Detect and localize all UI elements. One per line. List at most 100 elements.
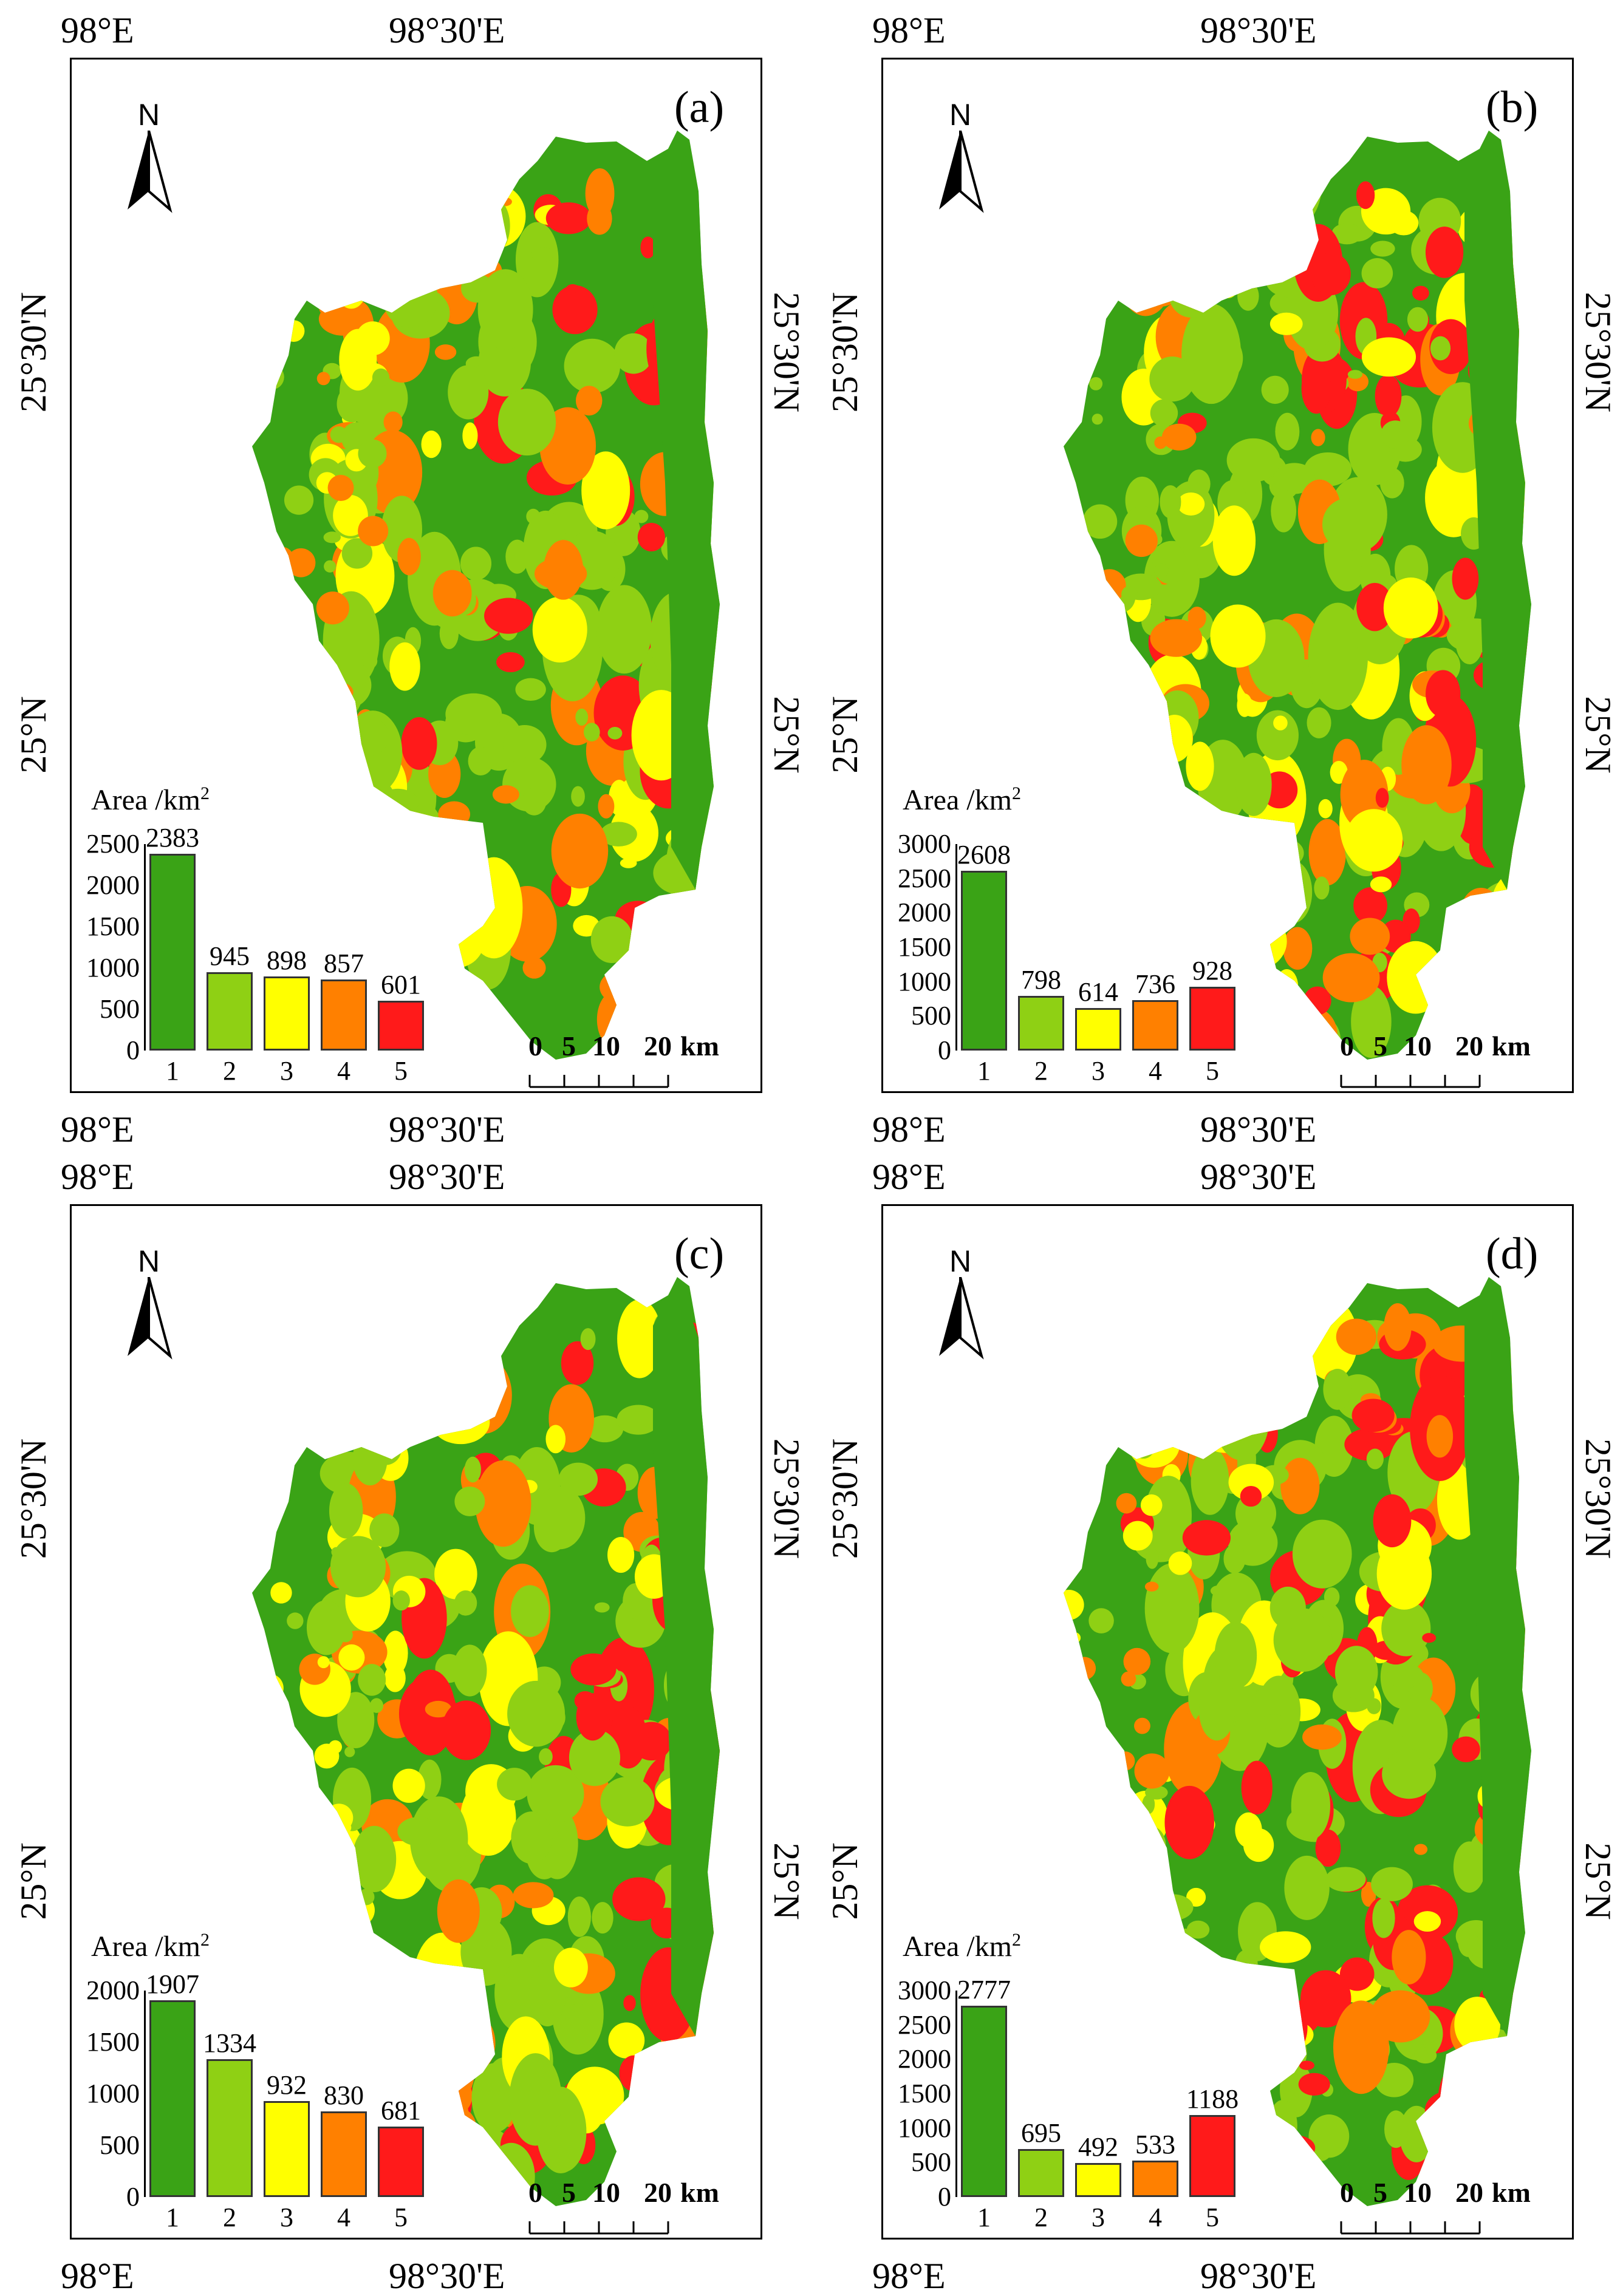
zone-patch — [351, 1397, 364, 1409]
zone-patch — [1160, 485, 1181, 519]
zone-patch — [453, 1644, 487, 1697]
zone-patch — [507, 1680, 565, 1747]
zone-patch — [413, 1340, 428, 1351]
map-panel-b: 98°E 98°E 98°30'E 98°30'E 25°30'N 25°30'N 25°N… — [812, 0, 1623, 1148]
zone-patch — [341, 758, 356, 774]
zone-patch — [571, 786, 585, 807]
zone-patch — [1291, 1007, 1338, 1060]
zone-patch — [1146, 1548, 1159, 1569]
zone-patch — [1325, 1867, 1366, 1892]
zone-patch — [199, 1684, 227, 1711]
zone-patch — [1069, 642, 1099, 672]
zone-patch — [432, 570, 472, 617]
zone-patch — [1268, 2100, 1297, 2152]
zone-patch — [522, 957, 546, 979]
lat-label-right: 25°30'N — [767, 291, 807, 413]
zone-patch — [392, 1768, 425, 1803]
zone-patch — [1070, 1632, 1081, 1644]
zone-patch — [202, 590, 227, 615]
zone-patch — [1082, 504, 1118, 539]
zone-patch — [1204, 1366, 1244, 1412]
zone-patch — [1181, 304, 1242, 404]
y-tick-label: 0 — [938, 2182, 951, 2212]
zone-patch — [358, 1889, 375, 1906]
zone-patch — [626, 2094, 660, 2139]
scale-label: 10 — [592, 1030, 620, 1061]
zone-patch — [607, 1536, 635, 1573]
zone-patch — [1213, 250, 1243, 299]
zone-patch — [620, 960, 639, 993]
zone-patch — [569, 1729, 621, 1787]
zone-patch — [1452, 1736, 1480, 1762]
zone-patch — [384, 1664, 406, 1692]
zone-patch — [676, 2093, 720, 2158]
scale-label: 20 — [1455, 2177, 1483, 2208]
zone-patch — [1336, 1318, 1377, 1355]
y-tick-label: 500 — [100, 2130, 140, 2160]
zone-patch — [1263, 1967, 1291, 1989]
lon-label-bottom: 98°E — [61, 2256, 134, 2296]
zone-patch — [492, 785, 519, 804]
x-tick-label: 1 — [166, 1056, 179, 1086]
zone-patch — [372, 368, 390, 387]
zone-patch — [1132, 1823, 1159, 1849]
zone-patch — [1323, 1369, 1352, 1410]
zone-patch — [383, 411, 403, 433]
y-tick-label: 3000 — [898, 829, 951, 859]
bar-value-label: 695 — [1021, 2118, 1061, 2148]
zone-patch — [360, 1382, 392, 1436]
bar-value-label: 2383 — [146, 822, 199, 853]
zone-patch — [1347, 370, 1363, 379]
zone-patch — [608, 2022, 645, 2059]
zone-patch — [397, 537, 421, 576]
lon-label-top: 98°E — [61, 1157, 134, 1197]
bar-class-3 — [264, 2100, 310, 2197]
y-tick-label: 3000 — [898, 1975, 951, 2005]
zone-patch — [1119, 690, 1144, 715]
zone-patch — [287, 1612, 304, 1629]
zone-patch — [1258, 837, 1304, 869]
zone-patch — [1361, 258, 1393, 288]
zone-patch — [312, 1309, 349, 1343]
zone-patch — [258, 364, 284, 390]
zone-patch — [1150, 619, 1203, 657]
x-tick-label: 4 — [1149, 2202, 1162, 2232]
zone-patch — [304, 182, 359, 266]
zone-patch — [558, 1462, 598, 1496]
y-tick-label: 2500 — [86, 829, 140, 859]
zone-patch — [580, 1328, 596, 1351]
zone-patch — [583, 723, 600, 741]
zone-patch — [1088, 1608, 1114, 1633]
zone-patch — [1152, 542, 1186, 584]
zone-patch — [1144, 1581, 1159, 1592]
map-panel-c: 98°E 98°E 98°30'E 98°30'E 25°30'N 25°30'N 25°N… — [0, 1146, 812, 2296]
zone-patch — [1125, 524, 1158, 557]
zone-patch — [1413, 1911, 1441, 1932]
zone-patch — [497, 389, 556, 456]
y-tick-label: 2000 — [898, 2044, 951, 2074]
zone-patch — [1154, 436, 1167, 449]
zone-patch — [437, 1879, 480, 1943]
x-tick-label: 2 — [1034, 1056, 1048, 1086]
zone-patch — [358, 1664, 386, 1696]
lat-label-right: 25°N — [1578, 1842, 1618, 1920]
bar-value-label: 1334 — [203, 2028, 256, 2059]
zone-patch — [561, 1341, 594, 1385]
zone-patch — [1380, 919, 1411, 953]
zone-patch — [1214, 1588, 1228, 1597]
zone-patch — [1123, 675, 1141, 693]
zone-patch — [511, 1585, 549, 1637]
x-tick-label: 2 — [223, 1056, 236, 1086]
chart-title: Area /km2 — [903, 783, 1021, 817]
zone-patch — [1135, 1826, 1166, 1864]
zone-patch — [222, 520, 236, 534]
zone-patch — [274, 1762, 299, 1787]
zone-patch — [1329, 1348, 1347, 1363]
zone-patch — [636, 932, 665, 975]
zone-patch — [567, 1896, 592, 1937]
y-tick-label: 1500 — [898, 2079, 951, 2108]
zone-patch — [1273, 463, 1316, 494]
zone-patch — [1311, 253, 1351, 296]
zone-patch — [1351, 1398, 1395, 1432]
zone-patch — [607, 726, 623, 740]
